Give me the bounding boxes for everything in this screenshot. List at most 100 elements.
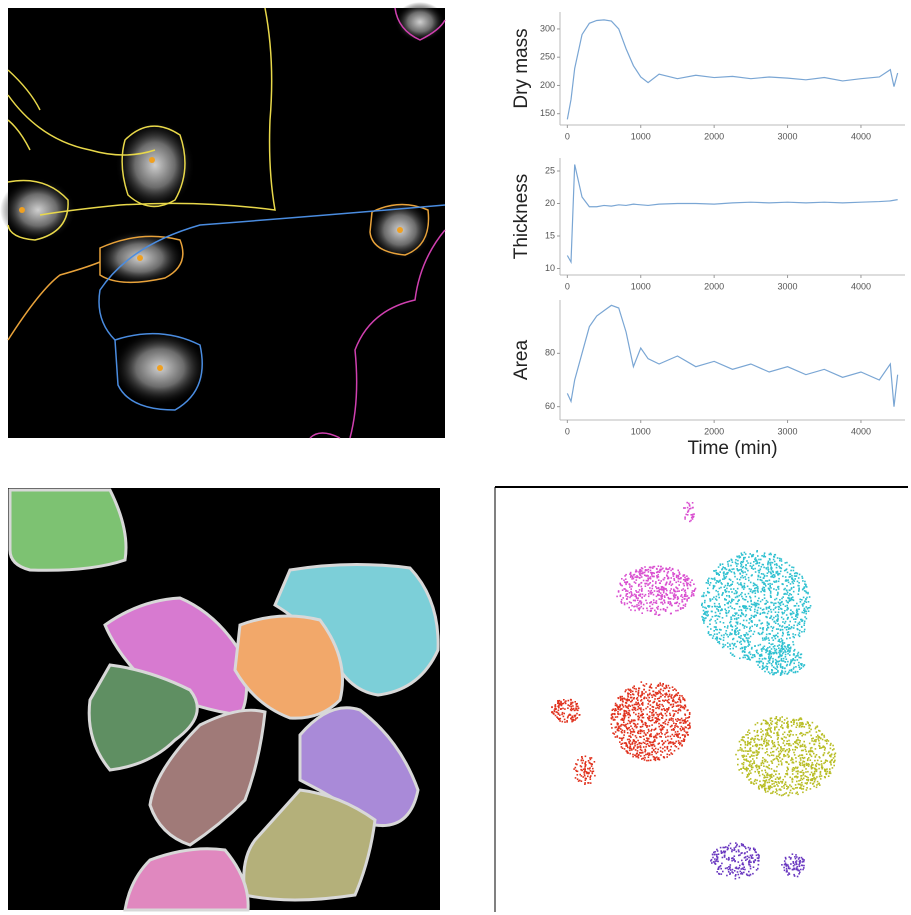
cluster-dot <box>740 635 742 637</box>
cluster-dot <box>781 782 783 784</box>
cluster-dot <box>769 787 771 789</box>
cluster-dot <box>761 633 763 635</box>
cluster-dot <box>773 783 775 785</box>
cluster-dot <box>585 778 587 780</box>
cluster-dot <box>771 653 773 655</box>
cluster-dot <box>671 605 673 607</box>
cluster-dot <box>630 576 632 578</box>
cluster-dot <box>755 615 757 617</box>
cluster-dot <box>779 757 781 759</box>
cluster-dot <box>731 625 733 627</box>
cluster-dot <box>710 600 712 602</box>
cluster-dot <box>796 726 798 728</box>
cluster-dot <box>751 782 753 784</box>
cluster-dot <box>741 564 743 566</box>
cluster-dot <box>816 787 818 789</box>
cluster-dot <box>705 608 707 610</box>
cluster-dot <box>645 600 647 602</box>
cluster-dot <box>780 673 782 675</box>
cluster-dot <box>627 747 629 749</box>
cluster-dot <box>612 717 614 719</box>
cluster-dot <box>801 626 803 628</box>
cluster-dot <box>778 640 780 642</box>
cluster-dot <box>813 773 815 775</box>
cluster-dot <box>758 739 760 741</box>
cluster-dot <box>739 741 741 743</box>
cluster-dot <box>768 660 770 662</box>
cluster-dot <box>674 591 676 593</box>
cluster-dot <box>639 704 641 706</box>
cluster-dot <box>642 758 644 760</box>
cluster-dot <box>636 591 638 593</box>
cluster-dot <box>740 609 742 611</box>
cluster-dot <box>770 571 772 573</box>
cluster-dot <box>798 864 800 866</box>
cluster-dot <box>796 869 798 871</box>
cluster-dot <box>805 751 807 753</box>
cluster-dot <box>573 768 575 770</box>
cluster-dot <box>758 767 760 769</box>
cluster-dot <box>772 570 774 572</box>
cluster-dot <box>665 736 667 738</box>
cluster-dot <box>655 687 657 689</box>
cluster-dot <box>796 575 798 577</box>
cluster-dot <box>588 772 590 774</box>
cluster-dot <box>809 774 811 776</box>
cluster-dot <box>812 762 814 764</box>
cluster-dot <box>787 653 789 655</box>
cluster-dot <box>787 661 789 663</box>
cluster-dot <box>726 572 728 574</box>
cluster-dot <box>575 763 577 765</box>
cluster-dot <box>742 772 744 774</box>
cluster-dot <box>662 744 664 746</box>
cluster-dot <box>767 567 769 569</box>
cluster-dot <box>679 733 681 735</box>
cluster-dot <box>741 860 743 862</box>
cluster-dot <box>811 740 813 742</box>
cluster-dot <box>820 778 822 780</box>
cluster-dot <box>693 513 695 515</box>
cluster-dot <box>743 755 745 757</box>
cluster-dot <box>799 726 801 728</box>
cluster-dot <box>773 672 775 674</box>
cluster-dot <box>751 567 753 569</box>
cluster-dot <box>730 588 732 590</box>
cluster-dot <box>812 738 814 740</box>
cluster-dot <box>746 574 748 576</box>
cluster-dot <box>745 610 747 612</box>
cluster-dot <box>787 725 789 727</box>
cluster-dot <box>818 768 820 770</box>
cluster-dot <box>770 595 772 597</box>
cluster-dot <box>709 623 711 625</box>
cluster-dot <box>781 626 783 628</box>
cluster-dot <box>729 872 731 874</box>
cluster-dot <box>798 739 800 741</box>
cluster-dot <box>645 569 647 571</box>
cluster-dot <box>784 732 786 734</box>
cluster-dot <box>770 626 772 628</box>
cluster-dot <box>772 562 774 564</box>
cluster-dot <box>758 598 760 600</box>
cluster-dot <box>765 580 767 582</box>
cluster-dot <box>629 584 631 586</box>
cluster-dot <box>762 632 764 634</box>
cluster-dot <box>586 773 588 775</box>
cluster-dot <box>629 690 631 692</box>
cluster-dot <box>793 663 795 665</box>
cluster-dot <box>791 670 793 672</box>
cluster-dot <box>801 631 803 633</box>
cluster-dot <box>772 630 774 632</box>
cluster-dot <box>663 726 665 728</box>
cluster-dot <box>765 791 767 793</box>
cluster-dot <box>752 738 754 740</box>
cluster-dot <box>785 605 787 607</box>
cluster-dot <box>658 614 660 616</box>
cluster-dot <box>641 606 643 608</box>
cluster-dot <box>781 764 783 766</box>
cluster-dot <box>744 641 746 643</box>
cluster-dot <box>717 868 719 870</box>
cluster-dot <box>569 705 571 707</box>
cluster-dot <box>720 610 722 612</box>
cluster-dot <box>764 671 766 673</box>
cluster-dot <box>617 716 619 718</box>
